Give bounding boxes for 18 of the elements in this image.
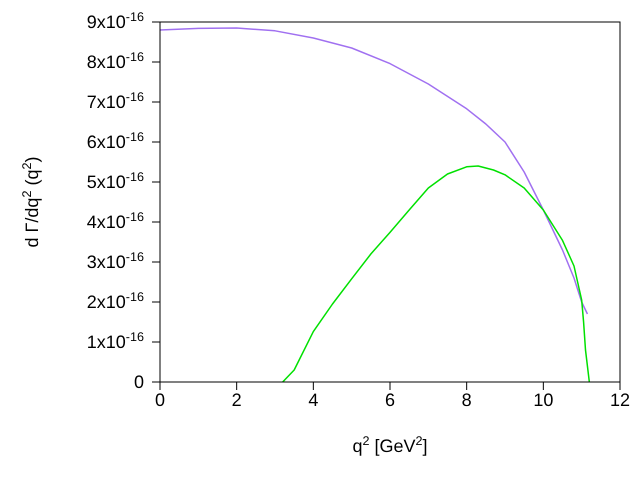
y-tick-label: 9x10$^{-16}$ [86,10,144,32]
x-tick-label: 4 [308,390,318,410]
y-tick-label: 7x10$^{-16}$ [86,90,144,112]
y-tick-label: 5x10$^{-16}$ [86,170,144,192]
y-tick-label: 0 [134,372,144,392]
y-tick-label: 1x10$^{-16}$ [86,330,144,352]
x-tick-label: 8 [462,390,472,410]
x-tick-label: 0 [154,390,166,410]
y-tick-label: 8x10$^{-16}$ [86,50,144,72]
y-tick-label: 4x10$^{-16}$ [86,210,144,232]
y-tick-label: 6x10$^{-16}$ [86,130,144,152]
y-tick-label: 3x10$^{-16}$ [86,250,144,272]
x-tick-label: 6 [384,390,396,410]
x-axis-title: q$^{2}$ [GeV$^{2}$] [352,434,428,456]
x-tick-label: 2 [232,390,242,410]
x-tick-label: 12 [610,390,630,410]
x-tick-label: 10 [533,390,554,410]
y-tick-label: 2x10$^{-16}$ [86,290,144,312]
